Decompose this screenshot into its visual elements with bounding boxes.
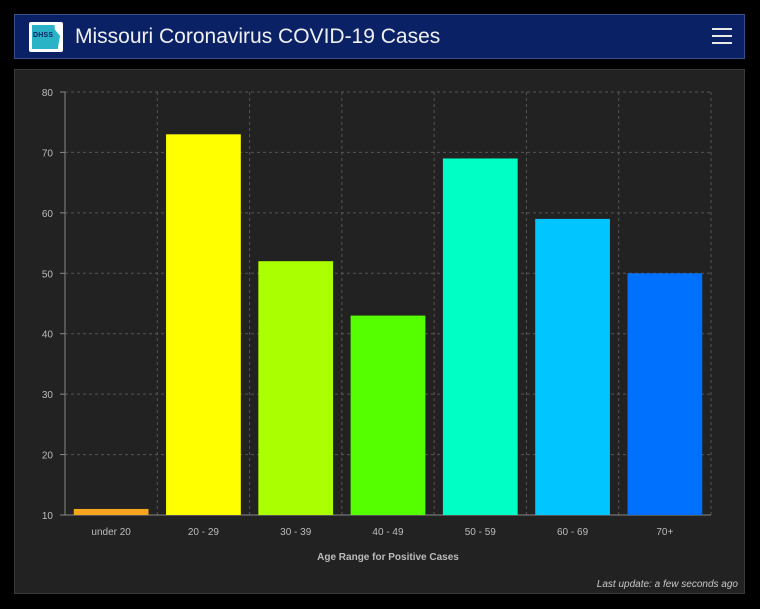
- logo-text: DHSS: [33, 32, 54, 39]
- x-tick-label: 40 - 49: [372, 527, 404, 538]
- y-tick-label: 60: [42, 209, 54, 220]
- x-tick-label: 50 - 59: [465, 527, 497, 538]
- y-tick-label: 70: [42, 148, 54, 159]
- dhss-logo: DHSS: [29, 22, 63, 52]
- y-tick-label: 50: [42, 269, 54, 280]
- x-tick-label: 70+: [656, 527, 673, 538]
- last-update-text: Last update: a few seconds ago: [596, 579, 738, 590]
- chart-panel: 10 20 30 40 50 60 70 80 under 20 20 - 29 30 - 39 40…: [14, 69, 745, 594]
- page-title: Missouri Coronavirus COVID-19 Cases: [75, 25, 441, 48]
- bar-under20: [73, 508, 149, 515]
- bar-70plus: [627, 273, 703, 515]
- bar-60-69: [535, 218, 610, 515]
- bar-50-59: [442, 158, 518, 515]
- y-tick-label: 10: [42, 511, 54, 522]
- y-tick-label: 80: [42, 88, 54, 99]
- y-tick-label: 40: [42, 330, 54, 341]
- hamburger-menu-icon[interactable]: [712, 26, 732, 46]
- y-tick-label: 30: [42, 390, 54, 401]
- x-tick-label: 30 - 39: [280, 527, 312, 538]
- x-tick-label: 20 - 29: [188, 527, 220, 538]
- bar-chart: 10 20 30 40 50 60 70 80 under 20 20 - 29 30 - 39 40…: [42, 88, 712, 563]
- bar-40-49: [350, 315, 426, 515]
- bar-20-29: [166, 134, 241, 516]
- x-axis-title: Age Range for Positive Cases: [317, 552, 459, 563]
- bar-30-39: [258, 261, 334, 515]
- y-tick-label: 20: [42, 451, 54, 462]
- x-tick-label: 60 - 69: [557, 527, 589, 538]
- x-tick-label: under 20: [91, 527, 131, 538]
- app-header: DHSS Missouri Coronavirus COVID-19 Cases: [14, 14, 745, 59]
